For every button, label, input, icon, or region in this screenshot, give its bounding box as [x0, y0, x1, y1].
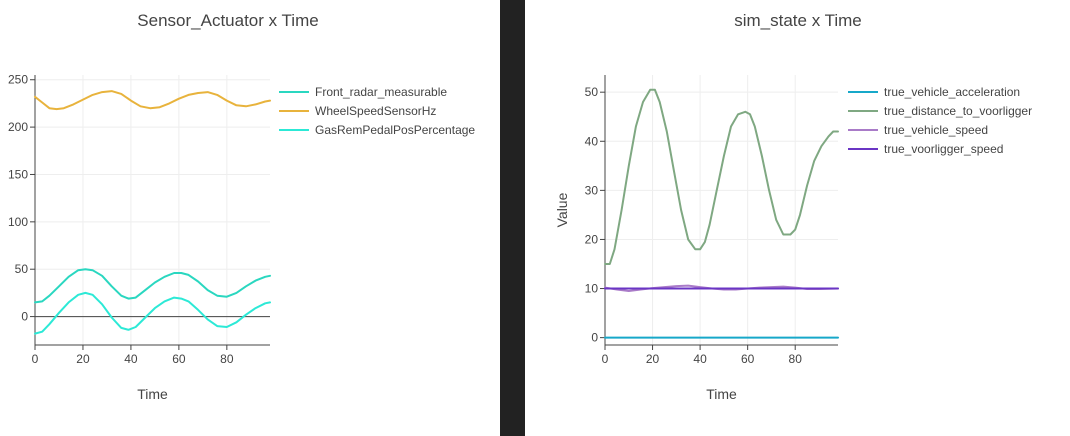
x-tick-label: 80: [789, 352, 803, 366]
y-tick-label: 0: [591, 331, 598, 345]
x-tick-label: 0: [32, 352, 39, 366]
chart-title: Sensor_Actuator x Time: [137, 11, 318, 30]
x-tick-label: 40: [693, 352, 707, 366]
legend-label: WheelSpeedSensorHz: [315, 104, 436, 118]
legend-label: true_vehicle_speed: [884, 123, 988, 137]
legend: true_vehicle_acceleration true_distance_t…: [848, 85, 1032, 156]
x-tick-label: 20: [646, 352, 660, 366]
legend-label: true_vehicle_acceleration: [884, 85, 1020, 99]
x-tick-label: 60: [172, 352, 186, 366]
x-tick-label: 40: [124, 352, 138, 366]
chart-title: sim_state x Time: [734, 11, 862, 30]
y-tick-label: 150: [8, 167, 28, 181]
x-tick-label: 0: [602, 352, 609, 366]
panel-divider: [500, 0, 525, 436]
y-axis-title: Value: [554, 192, 570, 227]
series-line-wheelspeedsensorhz: [34, 90, 271, 111]
y-tick-label: 10: [585, 282, 599, 296]
y-tick-label: 200: [8, 120, 28, 134]
x-axis-title: Time: [137, 386, 168, 402]
sim-state-chart: sim_state x Time 0 20 40 60 80 0 10 20 30 40 50 Time…: [554, 11, 1032, 402]
y-tick-label: 40: [585, 134, 599, 148]
sensor-actuator-chart-panel: Sensor_Actuator x Time 0 20 40 60 80 0 50 100 150…: [0, 0, 500, 436]
series-line-gasrempedalpospercentage: [34, 291, 271, 335]
y-tick-label: 250: [8, 73, 28, 87]
legend-label: true_voorligger_speed: [884, 142, 1003, 156]
sensor-actuator-chart: Sensor_Actuator x Time 0 20 40 60 80 0 50 100 150…: [8, 11, 475, 402]
gridlines: [34, 75, 270, 345]
legend-label: true_distance_to_voorligger: [884, 104, 1032, 118]
y-tick-label: 50: [585, 85, 599, 99]
y-tick-label: 100: [8, 215, 28, 229]
sim-state-chart-panel: sim_state x Time 0 20 40 60 80 0 10 20 30 40 50 Time…: [525, 0, 1070, 436]
y-tick-label: 30: [585, 183, 599, 197]
y-tick-label: 50: [15, 262, 29, 276]
y-tick-label: 20: [585, 232, 599, 246]
x-axis-title: Time: [706, 386, 737, 402]
legend-label: GasRemPedalPosPercentage: [315, 123, 475, 137]
x-tick-label: 20: [76, 352, 90, 366]
legend: Front_radar_measurable WheelSpeedSensorHz…: [279, 85, 475, 137]
x-tick-label: 80: [220, 352, 234, 366]
series-line-front-radar-measurable: [34, 268, 271, 304]
y-tick-label: 0: [21, 310, 28, 324]
legend-label: Front_radar_measurable: [315, 85, 447, 99]
series-line-true-distance-to-voorligger: [604, 88, 839, 265]
x-tick-label: 60: [741, 352, 755, 366]
